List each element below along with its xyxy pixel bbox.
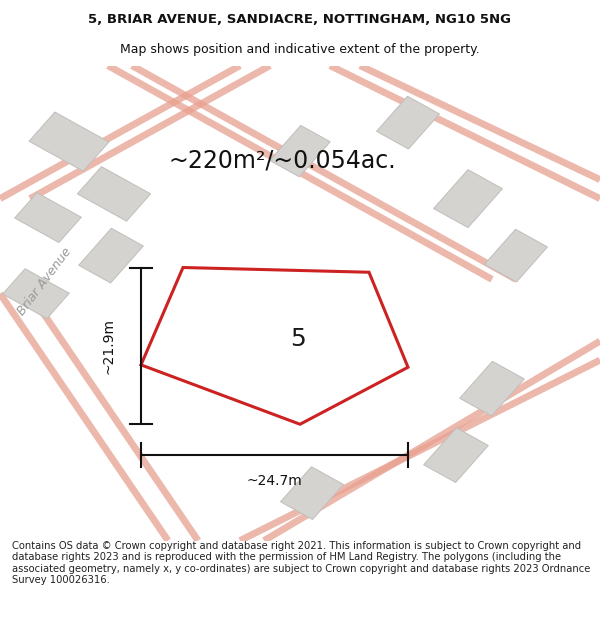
Polygon shape [424,428,488,483]
Polygon shape [14,192,82,242]
Polygon shape [377,96,439,149]
Text: Contains OS data © Crown copyright and database right 2021. This information is : Contains OS data © Crown copyright and d… [12,541,590,586]
Polygon shape [2,269,70,319]
Polygon shape [79,228,143,283]
Polygon shape [485,229,547,282]
Polygon shape [77,167,151,221]
Polygon shape [434,169,502,228]
Polygon shape [281,467,343,519]
Text: ~21.9m: ~21.9m [101,318,115,374]
Text: Briar Avenue: Briar Avenue [16,246,74,318]
Text: Map shows position and indicative extent of the property.: Map shows position and indicative extent… [120,43,480,56]
Text: 5: 5 [290,328,306,351]
Polygon shape [460,361,524,416]
Polygon shape [141,268,408,424]
Text: ~24.7m: ~24.7m [247,474,302,488]
Text: 5, BRIAR AVENUE, SANDIACRE, NOTTINGHAM, NG10 5NG: 5, BRIAR AVENUE, SANDIACRE, NOTTINGHAM, … [89,13,511,26]
Polygon shape [270,126,330,177]
Text: ~220m²/~0.054ac.: ~220m²/~0.054ac. [168,149,396,173]
Polygon shape [29,112,109,171]
